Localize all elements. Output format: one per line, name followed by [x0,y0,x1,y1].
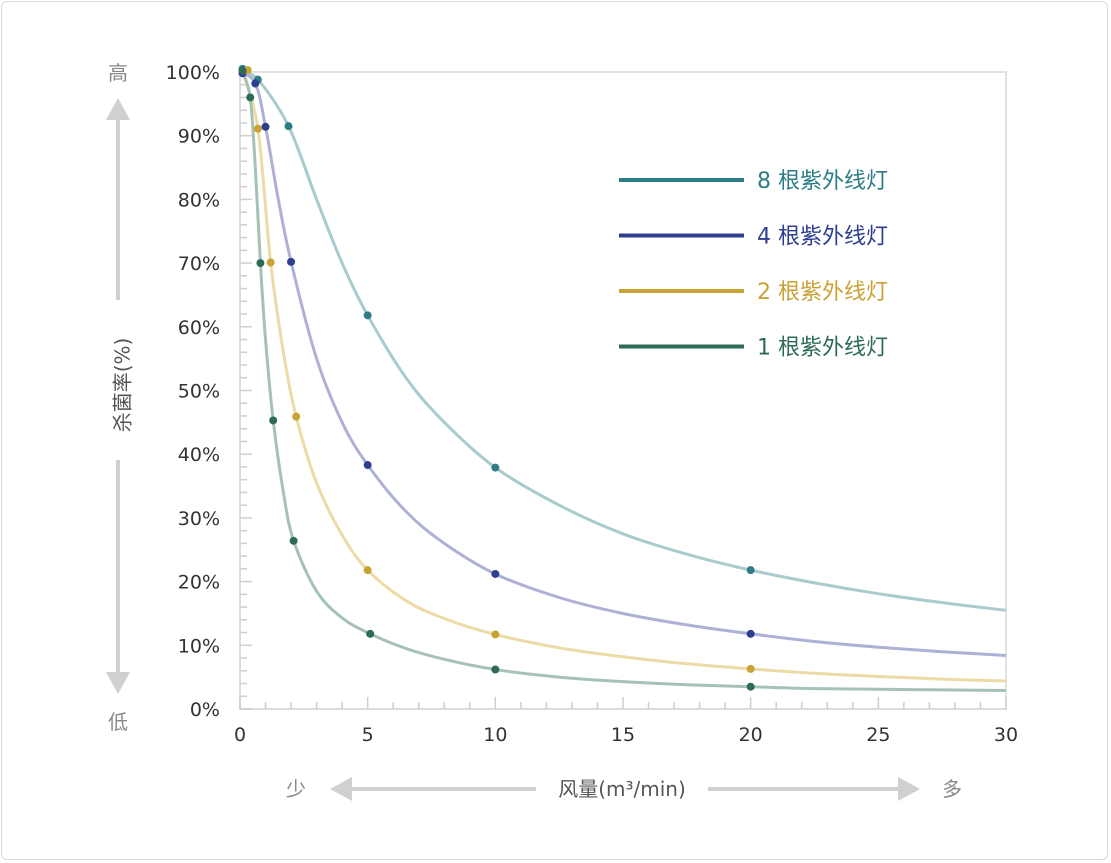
y-tick-label: 50% [178,381,220,403]
data-point-series-2 [287,257,296,266]
data-point-series-4 [246,93,255,102]
y-tick-label: 40% [178,444,220,466]
data-point-series-3 [746,664,755,673]
y-tick-label: 60% [178,317,220,339]
data-point-series-2 [746,629,755,638]
data-point-series-1 [746,566,755,575]
data-point-series-2 [491,569,500,578]
data-point-series-3 [253,124,262,133]
series-points [238,64,755,691]
data-point-series-4 [491,665,500,674]
axis-labels: 杀菌率(%) 高 低 风量(m³/min) 少 多 [108,61,962,801]
series-line-3 [241,71,1007,683]
x-tick-label: 20 [739,724,763,746]
x-tick-label: 5 [362,724,374,746]
x-tick-label: 0 [234,724,246,746]
series-line-1 [239,70,1007,612]
x-tick-label: 25 [866,724,890,746]
data-point-series-3 [292,412,301,421]
data-point-series-4 [238,66,247,75]
y-tick-label: 20% [178,572,220,594]
data-point-series-4 [269,416,278,425]
x-low-label: 少 [286,777,306,801]
y-tick-label: 100% [166,62,220,84]
data-point-series-4 [289,536,298,545]
legend-label-1: 8 根紫外线灯 [757,169,888,194]
data-point-series-1 [363,311,372,320]
legend-label-3: 2 根紫外线灯 [757,280,888,305]
y-tick-label: 10% [178,635,220,657]
y-tick-label: 30% [178,508,220,530]
x-arrow-left-head [330,777,352,801]
series-line-4 [241,71,1007,692]
series-line-2 [239,70,1007,657]
y-low-label: 低 [108,710,128,734]
data-point-series-2 [363,461,372,470]
y-arrow-up-head [106,98,130,120]
data-point-series-1 [284,122,293,131]
x-arrow-right-head [898,777,920,801]
y-tick-label: 90% [178,126,220,148]
data-point-series-2 [261,122,270,131]
legend: 8 根紫外线灯 4 根紫外线灯 2 根紫外线灯 1 根紫外线灯 [619,169,888,361]
legend-label-2: 4 根紫外线灯 [757,225,888,250]
x-tick-label: 30 [994,724,1018,746]
axes: 0% 10% 20% 30% 40% 50% 60% 70% 80% 90% 100% 0 5 10 15 2… [106,62,1018,801]
x-tick-label: 15 [611,724,635,746]
data-point-series-2 [251,79,260,88]
data-point-series-3 [266,258,275,267]
data-point-series-3 [363,566,372,575]
x-tick-label: 10 [483,724,507,746]
y-arrow-down-head [106,672,130,694]
data-point-series-3 [491,630,500,639]
legend-label-4: 1 根紫外线灯 [757,336,888,361]
x-axis-title: 风量(m³/min) [558,777,686,801]
y-high-label: 高 [108,61,128,85]
x-high-label: 多 [942,777,962,801]
y-axis-title: 杀菌率(%) [111,338,135,433]
y-tick-label: 70% [178,253,220,275]
data-point-series-4 [256,259,265,268]
series-curves [239,70,1007,692]
data-point-series-1 [491,463,500,472]
data-point-series-4 [746,682,755,691]
y-tick-label: 80% [178,189,220,211]
y-tick-label: 0% [190,699,220,721]
data-point-series-4 [366,629,375,638]
